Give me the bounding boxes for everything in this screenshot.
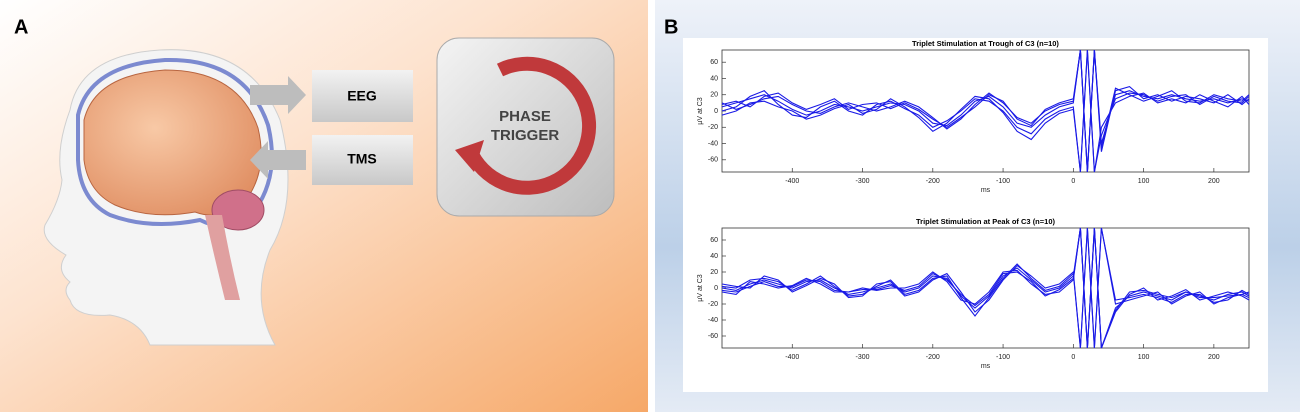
- y-tick-label: -20: [708, 301, 718, 308]
- y-tick-label: -60: [708, 333, 718, 340]
- cycle-arrowhead: [455, 140, 484, 172]
- trigger-label: TRIGGER: [491, 127, 560, 144]
- arrow-to-eeg: [250, 76, 306, 114]
- panel-label: A: [14, 16, 28, 38]
- trace: [721, 49, 1250, 173]
- x-axis-label: ms: [981, 363, 991, 370]
- x-tick-label: 0: [1071, 354, 1075, 361]
- eeg-box: [312, 70, 413, 122]
- x-tick-label: -100: [996, 178, 1010, 185]
- y-tick-label: 0: [714, 108, 718, 115]
- x-tick-label: -200: [926, 354, 940, 361]
- y-tick-label: 60: [710, 59, 718, 66]
- x-tick-label: 100: [1138, 178, 1150, 185]
- x-tick-label: -300: [856, 178, 870, 185]
- y-tick-label: 40: [710, 253, 718, 260]
- eeg-label: EEG: [347, 88, 377, 104]
- x-tick-label: 0: [1071, 178, 1075, 185]
- trace: [721, 49, 1250, 173]
- x-tick-label: -100: [996, 354, 1010, 361]
- trace: [721, 49, 1250, 173]
- panel-label: B: [664, 16, 678, 38]
- y-tick-label: -40: [708, 317, 718, 324]
- trace: [721, 227, 1250, 349]
- x-axis-label: ms: [981, 187, 991, 194]
- y-tick-label: 20: [710, 269, 718, 276]
- arrow-from-tms: [250, 141, 306, 179]
- x-tick-label: 200: [1208, 178, 1220, 185]
- y-tick-label: -20: [708, 124, 718, 131]
- cerebellum: [211, 189, 265, 231]
- x-tick-label: -200: [926, 178, 940, 185]
- trigger-label: PHASE: [499, 108, 551, 125]
- y-tick-label: 20: [710, 92, 718, 99]
- x-tick-label: -300: [856, 354, 870, 361]
- brain: [83, 69, 262, 216]
- y-axis-label: µV at C3: [697, 274, 704, 301]
- y-tick-label: 60: [710, 237, 718, 244]
- chart-title: Triplet Stimulation at Trough of C3 (n=1…: [912, 39, 1059, 48]
- y-tick-label: 40: [710, 75, 718, 82]
- trace: [721, 49, 1250, 173]
- y-tick-label: 0: [714, 285, 718, 292]
- x-tick-label: -400: [785, 354, 799, 361]
- y-tick-label: -40: [708, 140, 718, 147]
- cycle-arrow: [463, 56, 597, 195]
- y-tick-label: -60: [708, 157, 718, 164]
- chart-title: Triplet Stimulation at Peak of C3 (n=10): [916, 217, 1055, 226]
- chart-canvas: [683, 38, 1268, 392]
- trace: [721, 227, 1250, 349]
- x-tick-label: 200: [1208, 354, 1220, 361]
- brainstem: [205, 215, 240, 300]
- tms-label: TMS: [347, 151, 377, 167]
- y-axis-label: µV at C3: [697, 97, 704, 124]
- x-tick-label: 100: [1138, 354, 1150, 361]
- x-tick-label: -400: [785, 178, 799, 185]
- tms-box: [312, 135, 413, 185]
